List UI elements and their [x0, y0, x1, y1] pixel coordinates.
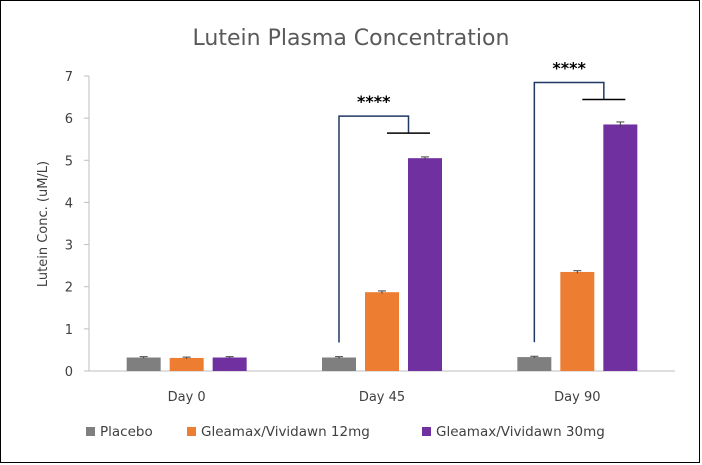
legend-label: Gleamax/Vividawn 12mg	[201, 424, 370, 440]
legend: Placebo Gleamax/Vividawn 12mg Gleamax/Vivi…	[86, 424, 605, 440]
significance-bracket	[533, 81, 605, 343]
y-tick-label: 2	[65, 281, 73, 296]
y-tick-label: 3	[65, 239, 73, 254]
significance-bracket	[338, 115, 410, 343]
legend-swatch	[187, 427, 196, 436]
bar	[126, 357, 161, 371]
legend-swatch	[86, 427, 95, 436]
bar	[560, 271, 595, 371]
bar	[212, 357, 247, 371]
legend-label: Placebo	[100, 424, 153, 440]
bar	[408, 158, 442, 371]
y-tick-label: 7	[65, 70, 73, 85]
y-tick-label: 6	[65, 112, 73, 127]
significance-label: ****	[357, 92, 391, 111]
y-tick-label: 5	[65, 154, 73, 169]
bar	[365, 292, 399, 371]
x-tick-label: Day 0	[168, 390, 206, 405]
chart-title: Lutein Plasma Concentration	[193, 26, 510, 51]
y-tick-label: 0	[65, 365, 73, 380]
y-tick-label: 4	[65, 196, 73, 211]
legend-label: Gleamax/Vividawn 30mg	[436, 424, 605, 440]
legend-swatch	[422, 427, 431, 436]
bar	[517, 357, 552, 371]
y-axis-label: Lutein Conc. (uM/L)	[36, 161, 51, 287]
bar	[603, 124, 638, 371]
x-tick-label: Day 90	[554, 390, 600, 405]
y-tick-label: 1	[65, 323, 73, 338]
plot-area: 0 1 2 3 4 5 6 7 Day 0 Day 45 Day 90 **** ****	[65, 58, 675, 405]
significance-label: ****	[552, 58, 586, 77]
bar	[322, 357, 356, 371]
bar	[169, 357, 204, 371]
x-tick-label: Day 45	[359, 390, 405, 405]
